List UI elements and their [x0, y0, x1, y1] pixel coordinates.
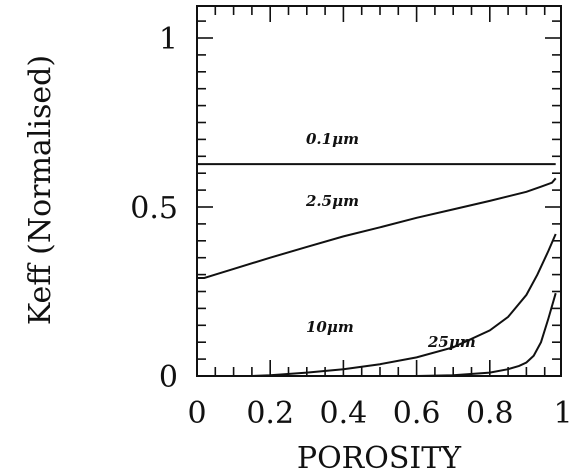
series-lines — [197, 163, 557, 377]
tick-marks — [196, 6, 561, 377]
x-tick-label: 0 — [187, 396, 206, 431]
y-axis-title: Keff (Normalised) — [23, 55, 58, 325]
series-line — [416, 292, 557, 377]
series-label: 25μm — [427, 333, 476, 351]
series-labels: 0.1μm 2.5μm 10μm 25μm — [305, 130, 476, 351]
series-label: 0.1μm — [306, 130, 359, 148]
x-tick-label: 0.8 — [466, 396, 514, 431]
plot-frame-group — [196, 5, 562, 377]
plot-frame — [196, 5, 562, 377]
y-tick-label: 0.5 — [130, 191, 178, 226]
series-label: 10μm — [306, 318, 354, 336]
x-axis-title: POROSITY — [297, 441, 462, 476]
y-tick-labels: 00.51 — [130, 22, 178, 395]
series-line — [251, 233, 557, 377]
x-tick-label: 0.2 — [246, 396, 294, 431]
y-tick-label: 1 — [159, 22, 178, 57]
x-tick-label: 1 — [553, 396, 570, 431]
x-tick-label: 0.6 — [393, 396, 441, 431]
series-label: 2.5μm — [305, 192, 359, 210]
y-tick-label: 0 — [159, 360, 178, 395]
x-tick-label: 0.4 — [320, 396, 368, 431]
x-tick-labels: 0 0.2 0.4 0.6 0.8 1 — [187, 396, 570, 431]
series-line — [197, 177, 557, 279]
